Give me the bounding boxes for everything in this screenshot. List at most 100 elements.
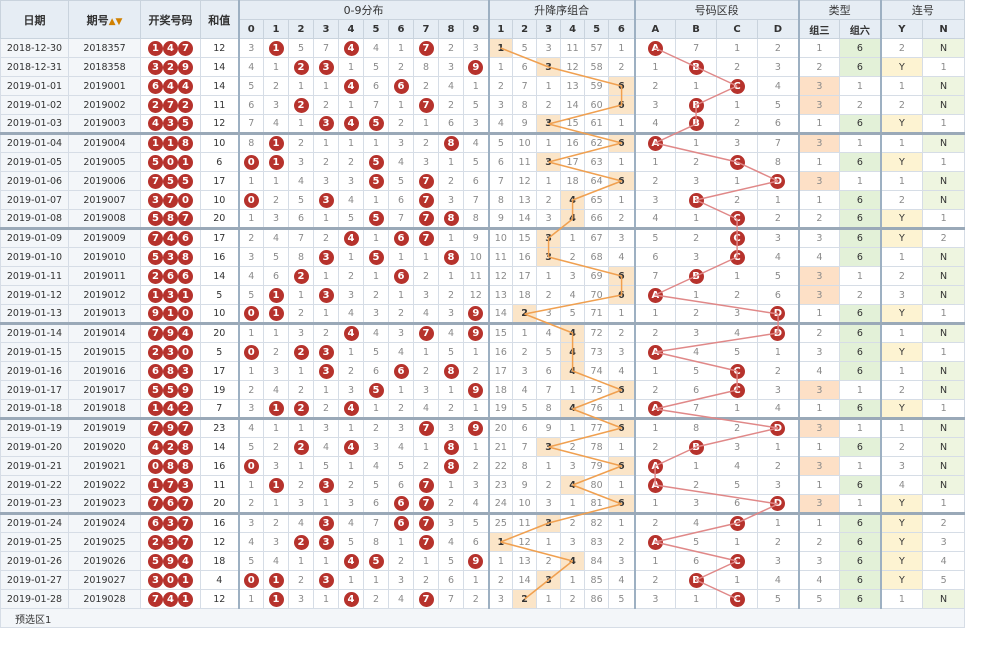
dist-cell: 6 [363, 361, 389, 381]
dist-cell: 4 [363, 456, 389, 476]
dist-cell: 9 [462, 417, 490, 438]
updown-cell: 2 [536, 475, 562, 495]
dist-cell: 3 [363, 304, 389, 324]
dist-cell: 3 [237, 247, 264, 267]
zone-cell: 3 [675, 322, 718, 343]
updown-cell: 4 [560, 475, 586, 495]
preselect-area-label[interactable]: 预选区1 [0, 608, 966, 628]
row-issue: 2019025 [68, 532, 141, 552]
dist-cell: 8 [288, 247, 314, 267]
dist-cell: 2 [338, 475, 364, 495]
dist-hit-ball: 3 [318, 572, 334, 588]
dist-hit-ball: 0 [243, 154, 259, 170]
type-cell: 4 [797, 247, 841, 267]
type-cell: 6 [839, 152, 882, 172]
sort-arrows-icon[interactable]: ▲▼ [108, 16, 123, 27]
dist-cell: 0 [237, 190, 264, 210]
table-row: 2019-01-28 2019028 7 4 1 12 1 1 3 1 4 2 4 7 7 2 3 2 1 2 86 5 3… [0, 589, 966, 609]
updown_cols-subheader-1: 2 [512, 19, 538, 39]
updown-cell: 3 [608, 227, 636, 248]
dist-cell: 1 [237, 171, 264, 191]
type-cell: 6 [839, 361, 882, 381]
zone-cell: 3 [716, 304, 759, 324]
updown-cell: 3 [536, 247, 562, 267]
winning-number-ball: 7 [163, 192, 178, 208]
row-sum: 12 [200, 532, 239, 552]
type-cell: 3 [797, 76, 841, 96]
winning-number-ball: 1 [148, 287, 163, 303]
updown-cell: 7 [512, 437, 538, 457]
updown-cell: 84 [584, 551, 610, 571]
type-cell: 6 [839, 512, 882, 533]
dist-cell: 4 [313, 437, 339, 457]
dist-cell: 1 [462, 76, 490, 96]
zone-cell: 4 [675, 512, 718, 533]
dist-cell: 5 [363, 209, 389, 229]
zone-cell: 3 [716, 437, 759, 457]
type-cell: 3 [797, 380, 841, 400]
type-cell: 1 [797, 190, 841, 210]
zone-cell: 2 [675, 304, 718, 324]
col-header-issue[interactable]: 期号▲▼ [68, 0, 141, 39]
dist-cell: 4 [462, 132, 490, 153]
row-date: 2019-01-10 [0, 247, 69, 267]
dist-cell: 2 [438, 171, 464, 191]
type-cell: 6 [839, 114, 882, 134]
dist-hit-ball: 2 [293, 268, 309, 284]
updown-cell: 2 [536, 95, 562, 115]
updown-cell: 14 [512, 570, 538, 590]
zone-cell: A [633, 342, 677, 362]
zone-cell: 2 [716, 114, 759, 134]
zone-cell: 4 [633, 209, 677, 229]
row-issue: 2019026 [68, 551, 141, 571]
updown-cell: 23 [487, 475, 514, 495]
col-header-date[interactable]: 日期 [0, 0, 69, 39]
dist_digits-subheader-5: 5 [363, 19, 389, 39]
dist-cell: 1 [462, 399, 490, 419]
zone-hit-ball: C [729, 249, 745, 265]
zone-cell: A [633, 456, 677, 476]
winning-number-ball: 0 [163, 572, 178, 588]
row-date: 2019-01-15 [0, 342, 69, 362]
zone-cell: 1 [633, 152, 677, 172]
winning-number-ball: 0 [178, 344, 193, 360]
updown-cell: 83 [584, 532, 610, 552]
zone-cell: 5 [675, 532, 718, 552]
winning-number-ball: 6 [148, 78, 163, 94]
dist-cell: 7 [313, 38, 339, 58]
zone-cell: 3 [757, 227, 800, 248]
updown-cell: 21 [487, 437, 514, 457]
type_cols-subheader-0: 组三 [797, 19, 841, 39]
consec-cell: 1 [879, 247, 924, 267]
updown-cell: 20 [487, 417, 514, 438]
dist-hit-ball: 4 [343, 591, 359, 607]
type-cell: 6 [839, 570, 882, 590]
row-issue: 2019024 [68, 512, 141, 533]
dist-cell: 1 [363, 227, 389, 248]
row-issue: 2018358 [68, 57, 141, 77]
zone-cell: 5 [757, 589, 800, 609]
consec-cell: 3 [879, 456, 924, 476]
winning-number-ball: 7 [163, 97, 178, 113]
zone-cell: 1 [716, 95, 759, 115]
dist-cell: 3 [313, 361, 339, 381]
zone-cell: 3 [757, 57, 800, 77]
dist-cell: 1 [438, 475, 464, 495]
updown-cell: 22 [487, 456, 514, 476]
dist-cell: 1 [237, 475, 264, 495]
row-issue: 2019001 [68, 76, 141, 96]
row-date: 2019-01-14 [0, 322, 69, 343]
zone-cell: 4 [757, 570, 800, 590]
updown-cell: 1 [536, 266, 562, 286]
dist-cell: 2 [263, 190, 289, 210]
dist-cell: 2 [438, 95, 464, 115]
dist-hit-ball: 6 [393, 231, 409, 246]
dist-hit-ball: 3 [318, 59, 334, 75]
updown-cell: 1 [608, 475, 636, 495]
dist-cell: 2 [288, 132, 314, 153]
consec-cell: N [922, 285, 966, 305]
updown-cell: 8 [536, 399, 562, 419]
consec-cell: Y [879, 114, 924, 134]
